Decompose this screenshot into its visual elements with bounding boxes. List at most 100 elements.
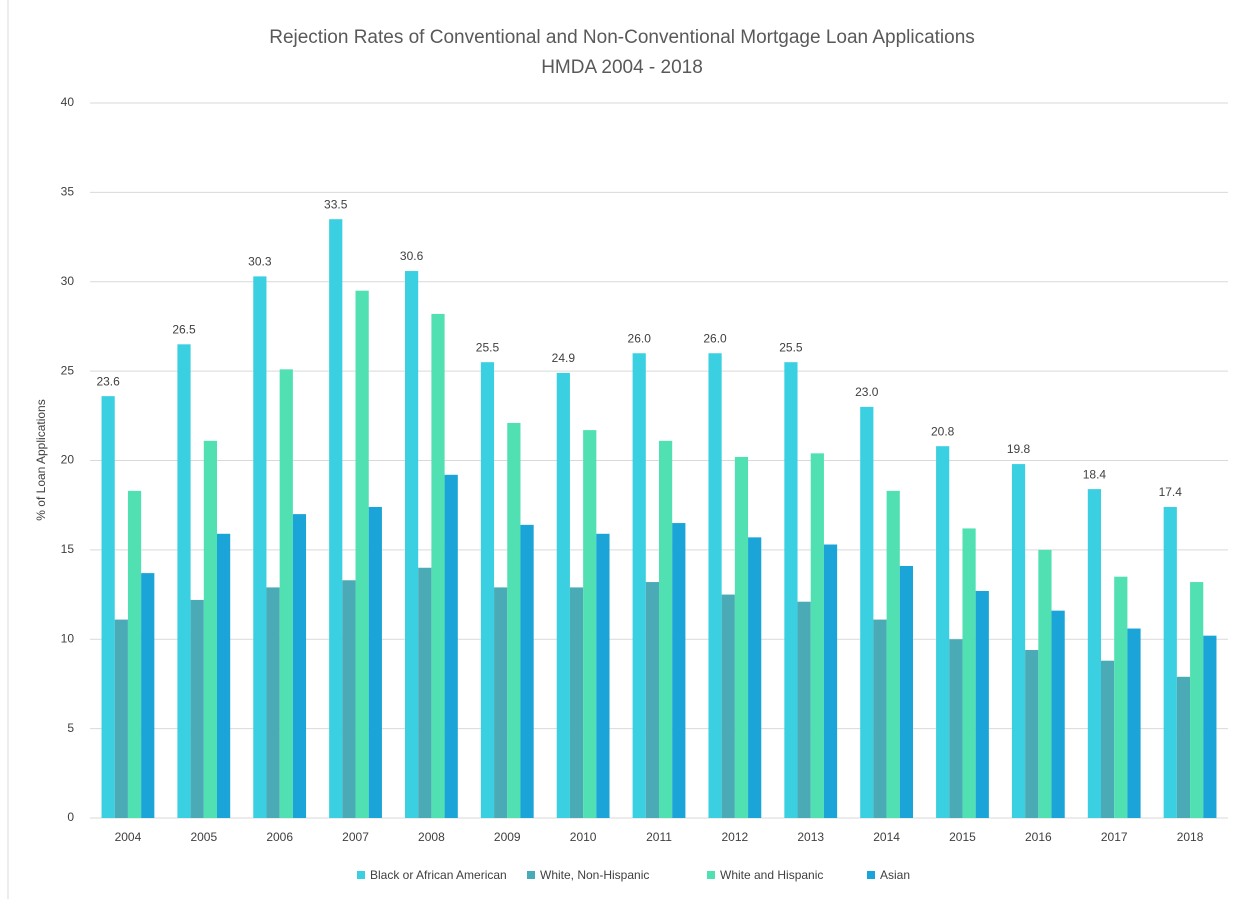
x-tick-label: 2004 — [115, 830, 142, 844]
bar — [672, 523, 686, 818]
bar — [520, 524, 534, 818]
y-tick-label: 5 — [67, 721, 74, 735]
legend-swatch — [357, 871, 365, 879]
bar — [101, 396, 115, 818]
bar — [1203, 635, 1217, 818]
x-tick-label: 2006 — [266, 830, 293, 844]
x-tick-label: 2014 — [873, 830, 900, 844]
y-tick-label: 30 — [61, 274, 75, 288]
bar — [873, 619, 887, 818]
bar — [583, 430, 597, 818]
bar — [494, 587, 508, 818]
bar — [748, 537, 762, 818]
bar — [368, 506, 382, 818]
y-tick-label: 25 — [61, 363, 75, 377]
bar — [556, 372, 570, 818]
data-label: 33.5 — [324, 197, 348, 211]
data-label: 25.5 — [476, 340, 500, 354]
legend-label: Asian — [880, 868, 910, 882]
data-label: 25.5 — [779, 340, 803, 354]
legend-label: White, Non-Hispanic — [540, 868, 649, 882]
bar — [823, 544, 838, 818]
x-tick-label: 2015 — [949, 830, 976, 844]
x-tick-label: 2005 — [190, 830, 217, 844]
data-label: 17.4 — [1159, 485, 1183, 499]
bar — [355, 290, 369, 818]
bar — [177, 344, 191, 818]
bar — [1127, 628, 1141, 818]
bar — [886, 490, 900, 818]
x-tick-label: 2007 — [342, 830, 369, 844]
bar — [431, 313, 445, 818]
bar — [1114, 576, 1128, 818]
x-tick-label: 2011 — [646, 830, 672, 844]
y-tick-label: 10 — [61, 631, 75, 645]
bar — [253, 276, 267, 818]
bar — [569, 587, 584, 818]
y-tick-label: 35 — [61, 185, 75, 199]
bar — [329, 219, 343, 818]
bar — [1025, 649, 1039, 818]
bar — [962, 528, 976, 818]
bar — [292, 514, 307, 818]
bar — [1101, 660, 1115, 818]
data-label: 18.4 — [1083, 467, 1107, 481]
data-label: 30.3 — [248, 255, 272, 269]
bar — [899, 565, 913, 818]
y-tick-label: 15 — [61, 542, 75, 556]
legend-swatch — [707, 871, 715, 879]
data-label: 24.9 — [552, 351, 576, 365]
bar — [203, 440, 217, 818]
bar — [1051, 610, 1065, 818]
bar — [975, 590, 989, 818]
data-label: 23.0 — [855, 385, 879, 399]
data-label: 20.8 — [931, 424, 955, 438]
chart-subtitle: HMDA 2004 - 2018 — [541, 57, 703, 78]
data-label: 19.8 — [1007, 442, 1031, 456]
bar — [127, 490, 142, 818]
bar — [797, 601, 811, 818]
x-tick-label: 2016 — [1025, 830, 1052, 844]
bar — [114, 619, 128, 818]
legend-swatch — [527, 871, 535, 879]
y-axis-label: % of Loan Applications — [34, 399, 48, 520]
bar — [266, 587, 280, 818]
data-label: 26.0 — [703, 331, 727, 345]
x-tick-label: 2017 — [1101, 830, 1128, 844]
x-tick-label: 2013 — [797, 830, 824, 844]
bar — [784, 362, 798, 818]
bar — [405, 271, 419, 818]
bar — [721, 594, 735, 818]
bar — [596, 533, 610, 818]
bar — [190, 599, 204, 818]
chart-title: Rejection Rates of Conventional and Non-… — [269, 27, 975, 48]
bar — [734, 456, 749, 818]
y-tick-label: 20 — [61, 453, 75, 467]
bar — [949, 639, 963, 818]
x-tick-label: 2012 — [722, 830, 749, 844]
bar — [480, 362, 495, 818]
data-label: 23.6 — [96, 374, 120, 388]
legend-label: Black or African American — [370, 868, 507, 882]
data-label: 30.6 — [400, 249, 424, 263]
x-tick-label: 2018 — [1177, 830, 1204, 844]
bar — [659, 440, 673, 818]
bar — [632, 353, 646, 818]
data-label: 26.5 — [172, 322, 196, 336]
bar — [418, 567, 432, 818]
legend-swatch — [867, 871, 875, 879]
bar — [1011, 464, 1026, 818]
y-tick-label: 40 — [61, 95, 75, 109]
bar — [810, 453, 824, 818]
bar — [645, 582, 659, 818]
bar — [141, 573, 155, 818]
bar — [217, 533, 231, 818]
bar — [1087, 489, 1101, 818]
x-tick-label: 2009 — [494, 830, 521, 844]
bar — [936, 446, 950, 818]
bar — [279, 369, 293, 818]
bar — [1190, 582, 1204, 818]
bar — [444, 474, 458, 818]
x-tick-label: 2008 — [418, 830, 445, 844]
